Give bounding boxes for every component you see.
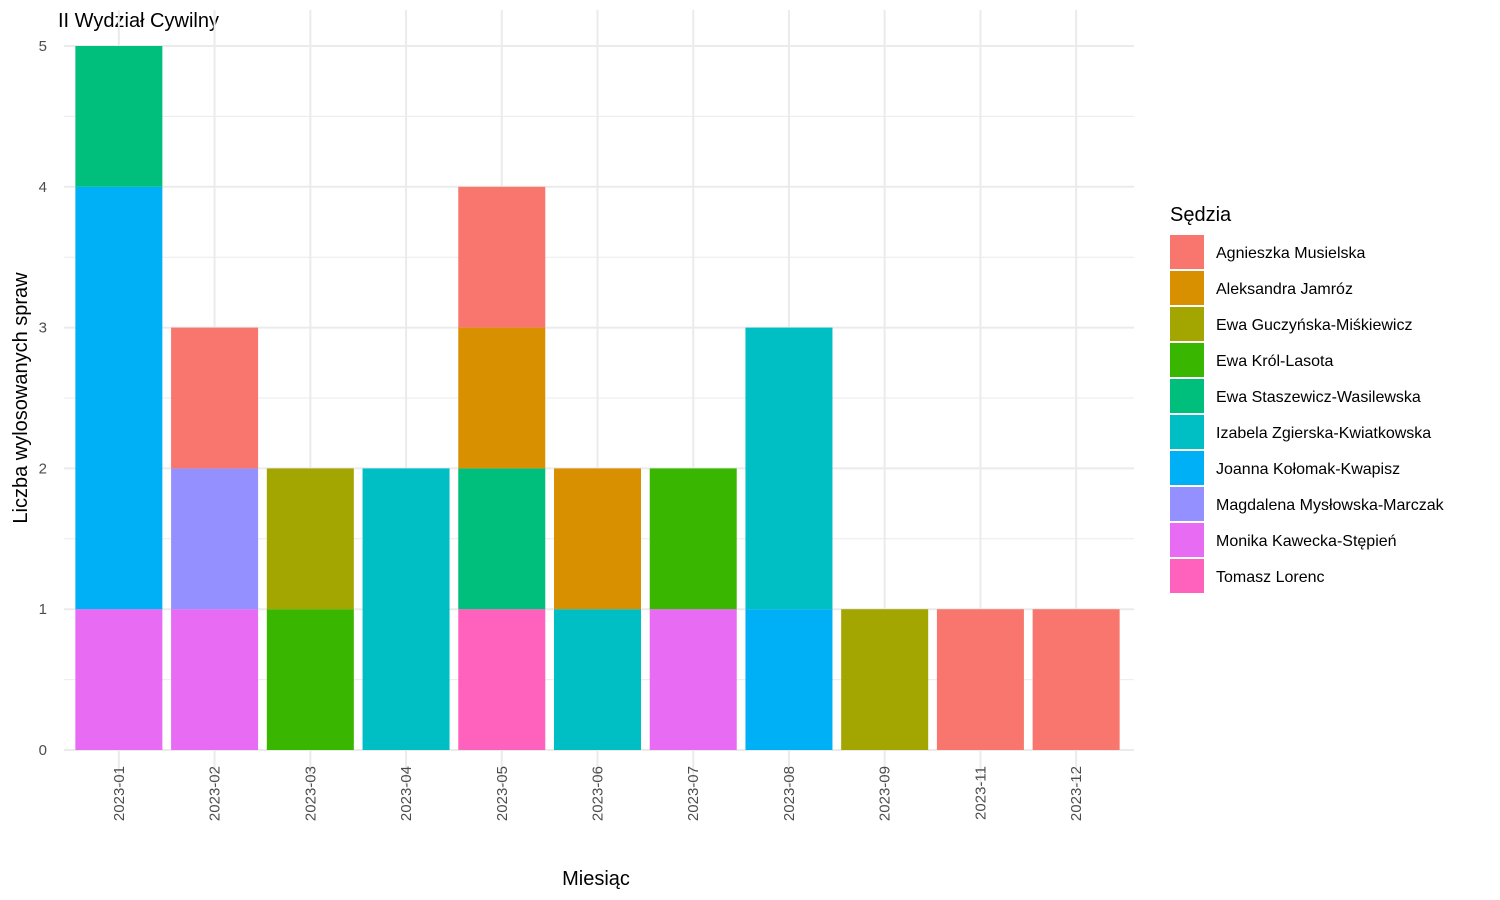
bar-segment [1032, 609, 1120, 750]
y-tick-label: 4 [39, 179, 47, 196]
legend-label: Izabela Zgierska-Kwiatkowska [1216, 425, 1431, 442]
x-tick-label: 2023-02 [207, 766, 224, 821]
bars [75, 46, 1120, 750]
legend: Sędzia Agnieszka Musielska Aleksandra Jam… [1170, 204, 1445, 593]
bar-segment [171, 327, 259, 469]
x-tick-label: 2023-07 [685, 766, 702, 821]
y-tick-label: 2 [39, 460, 47, 477]
bar-segment [266, 468, 354, 610]
legend-items: Agnieszka Musielska Aleksandra Jamróz Ewa … [1170, 235, 1445, 593]
legend-label: Ewa Staszewicz-Wasilewska [1216, 389, 1421, 406]
bar-segment [171, 609, 259, 750]
bar-segment [936, 609, 1024, 750]
bar-segment [362, 468, 450, 750]
y-tick-label: 1 [39, 601, 47, 618]
bar-segment [75, 609, 163, 750]
bar-segment [458, 327, 546, 469]
legend-swatch [1170, 451, 1204, 485]
legend-swatch [1170, 343, 1204, 377]
x-tick-label: 2023-06 [590, 766, 607, 821]
x-tick-label: 2023-12 [1068, 766, 1085, 821]
y-axis-ticks: 0 1 2 3 4 5 [39, 38, 47, 759]
bar-segment [841, 609, 929, 750]
legend-swatch [1170, 559, 1204, 593]
bar-segment [171, 468, 259, 610]
x-tick-label: 2023-09 [877, 766, 894, 821]
bar-segment [266, 609, 354, 750]
y-tick-label: 5 [39, 38, 47, 55]
legend-label: Ewa Guczyńska-Miśkiewicz [1216, 317, 1412, 334]
bar-segment [458, 468, 546, 610]
x-tick-label: 2023-11 [972, 766, 989, 820]
bar-segment [554, 609, 641, 750]
legend-label: Aleksandra Jamróz [1216, 281, 1353, 298]
legend-swatch [1170, 307, 1204, 341]
x-tick-label: 2023-03 [302, 766, 319, 821]
bar-segment [649, 468, 737, 610]
bar-segment [75, 46, 163, 187]
chart-title: II Wydział Cywilny [58, 10, 219, 32]
legend-swatch [1170, 415, 1204, 449]
legend-label: Magdalena Mysłowska-Marczak [1216, 497, 1445, 514]
y-tick-label: 0 [39, 742, 47, 759]
legend-swatch [1170, 487, 1204, 521]
legend-swatch [1170, 379, 1204, 413]
legend-label: Joanna Kołomak-Kwapisz [1216, 461, 1400, 478]
legend-label: Monika Kawecka-Stępień [1216, 533, 1397, 550]
bar-segment [745, 609, 833, 750]
legend-swatch [1170, 271, 1204, 305]
legend-swatch [1170, 523, 1204, 557]
bar-segment [458, 186, 546, 328]
y-tick-label: 3 [39, 320, 47, 337]
bar-segment [75, 186, 163, 610]
legend-label: Agnieszka Musielska [1216, 245, 1366, 262]
x-axis-title: Miesiąc [562, 868, 630, 890]
y-axis-title: Liczba wylosowanych spraw [10, 272, 32, 524]
bar-segment [554, 468, 641, 610]
bar-segment [745, 327, 833, 610]
x-tick-label: 2023-05 [494, 766, 511, 821]
legend-swatch [1170, 235, 1204, 269]
bar-segment [649, 609, 737, 750]
x-tick-label: 2023-08 [781, 766, 798, 821]
bar-segment [458, 609, 546, 750]
legend-title: Sędzia [1170, 204, 1232, 226]
legend-label: Ewa Król-Lasota [1216, 353, 1333, 370]
legend-label: Tomasz Lorenc [1216, 569, 1325, 586]
x-tick-label: 2023-01 [111, 766, 128, 821]
x-axis-ticks: 2023-01 2023-02 2023-03 2023-04 2023-05 2023-… [111, 766, 1085, 821]
x-tick-label: 2023-04 [398, 766, 415, 821]
